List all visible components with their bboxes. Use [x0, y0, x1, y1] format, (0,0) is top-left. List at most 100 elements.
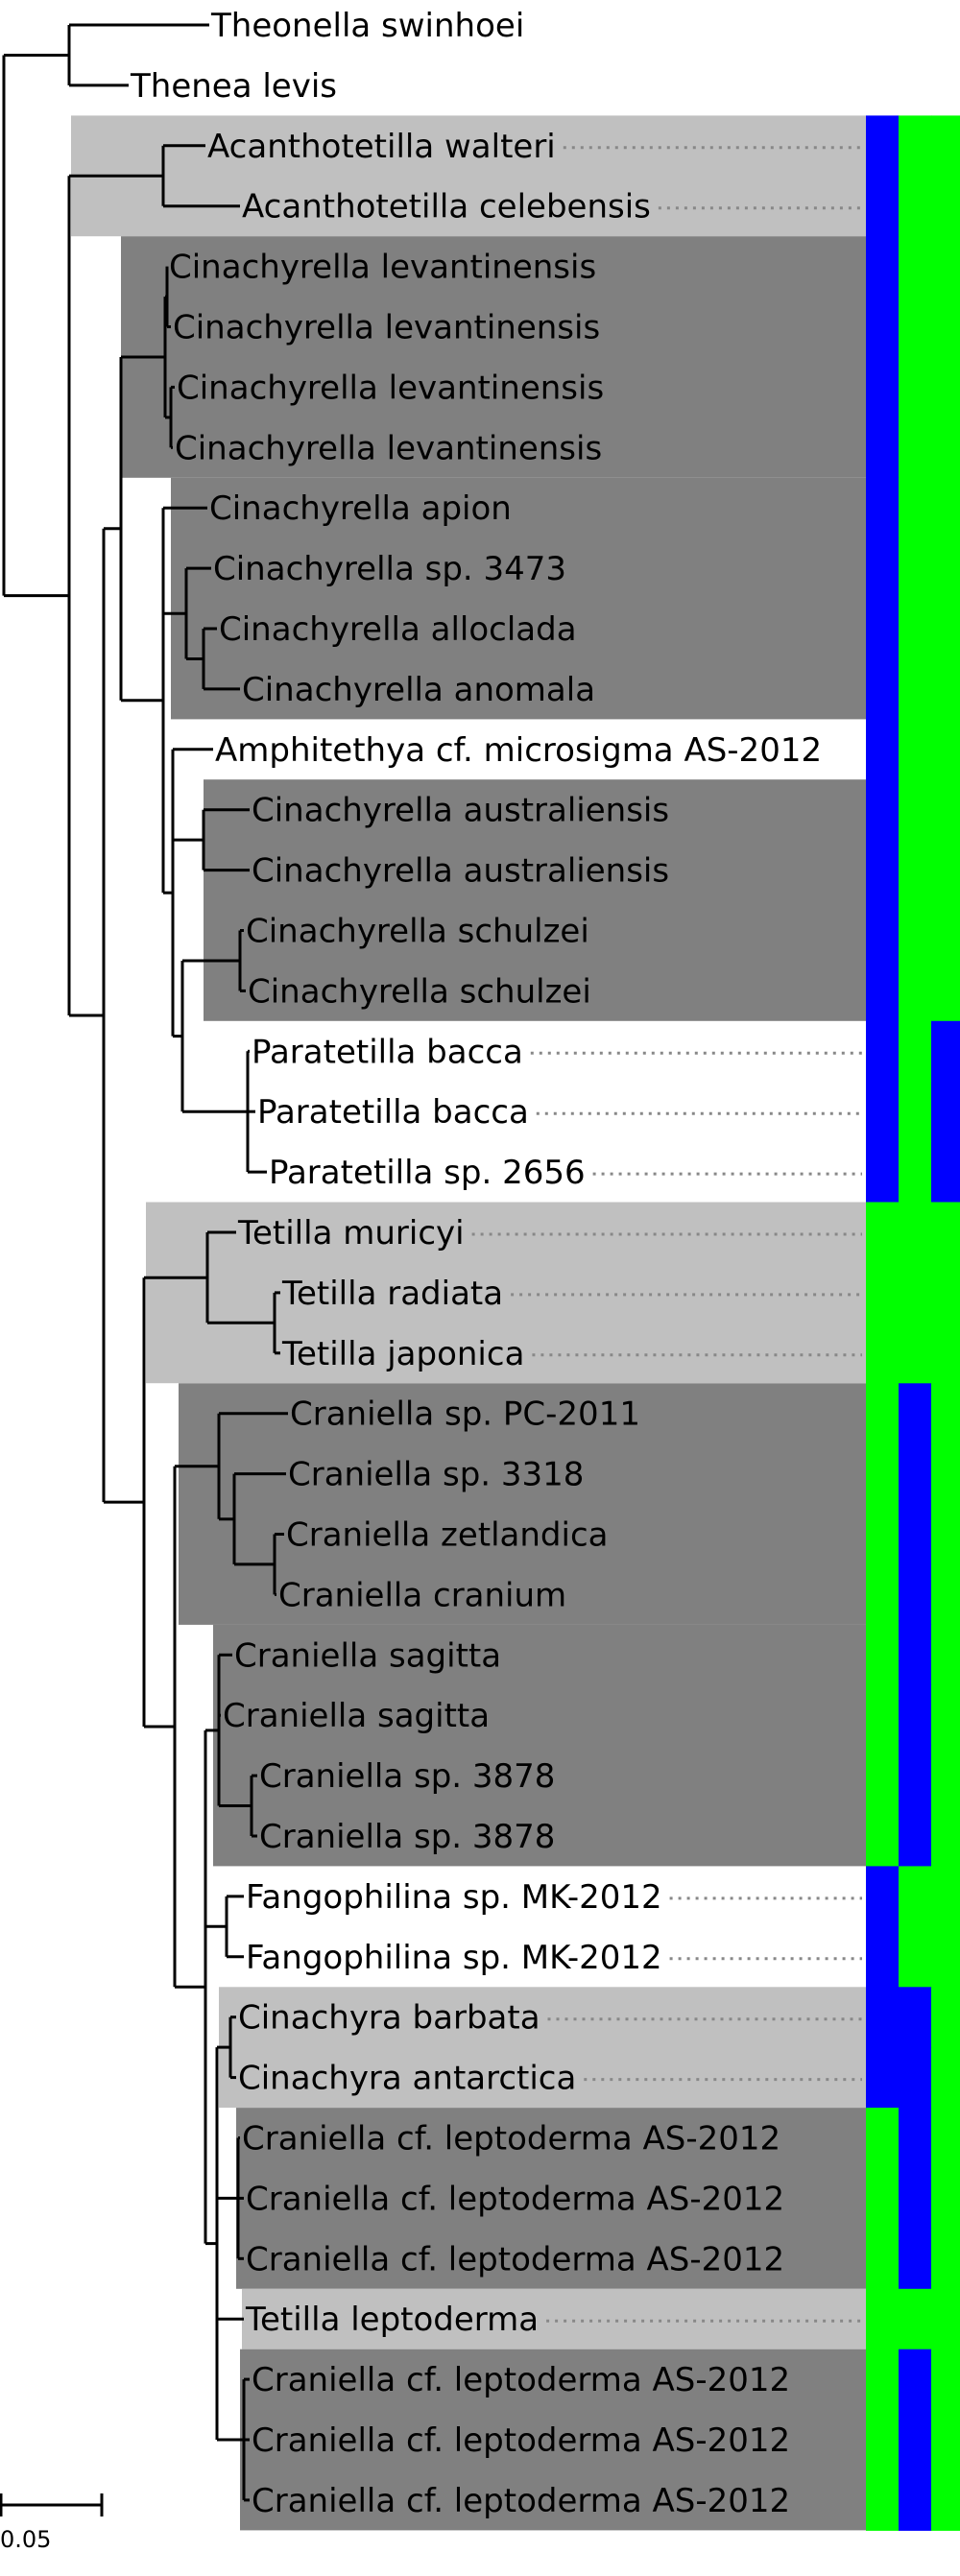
clade-band [219, 1987, 866, 2109]
trait-cell [931, 356, 960, 418]
clade-band [242, 2288, 866, 2349]
trait-cell [866, 1141, 900, 1203]
trait-cell [866, 1987, 900, 2048]
leaf-label: Cinachyrella levantinensis [169, 249, 596, 287]
trait-cell [866, 1323, 900, 1384]
leaf-label: Craniella sagitta [234, 1636, 501, 1675]
trait-cell [931, 176, 960, 237]
trait-cell [899, 1987, 932, 2048]
trait-cell [866, 1262, 900, 1324]
trait-cell [931, 1443, 960, 1505]
trait-cell [866, 297, 900, 358]
trait-cell [899, 2469, 932, 2531]
leaf-label: Craniella sp. 3878 [259, 1757, 555, 1796]
trait-cell [899, 477, 932, 539]
leaf-label: Craniella sp. PC-2011 [290, 1395, 640, 1434]
trait-cell [931, 1323, 960, 1384]
trait-cell [899, 176, 932, 237]
trait-cell [899, 2047, 932, 2109]
leaf-label: Paratetilla bacca [252, 1033, 523, 1071]
trait-cell [866, 1926, 900, 1988]
trait-cell [931, 900, 960, 962]
leaf-label: Acanthotetilla walteri [207, 128, 556, 166]
trait-cell [931, 2047, 960, 2109]
trait-cell [866, 1684, 900, 1747]
scale-bar-label: 0.05 [0, 2526, 51, 2553]
trait-cell [931, 1684, 960, 1747]
trait-cell [931, 779, 960, 841]
trait-cell [866, 2288, 900, 2350]
leaf-label: Cinachyra antarctica [238, 2060, 576, 2098]
trait-cell [931, 1020, 960, 1083]
clade-band [204, 779, 866, 1021]
leaf-label: Cinachyrella levantinensis [175, 429, 602, 467]
trait-cell [866, 900, 900, 962]
trait-cell [866, 1443, 900, 1505]
trait-cell [866, 2108, 900, 2169]
trait-cell [931, 840, 960, 901]
scale-bar: 0.05 [0, 2493, 104, 2553]
trait-cell [931, 1926, 960, 1988]
trait-cell [899, 2168, 932, 2230]
trait-cell [866, 2469, 900, 2531]
trait-cell [866, 537, 900, 599]
trait-cell [899, 1202, 932, 1263]
leaf-label: Craniella cf. leptoderma AS-2012 [246, 2180, 784, 2218]
trait-cell [899, 417, 932, 479]
trait-cell [931, 2228, 960, 2290]
leaf-label: Craniella cf. leptoderma AS-2012 [252, 2421, 790, 2460]
leaf-label: Craniella cranium [278, 1576, 566, 1614]
leaf-label: Craniella cf. leptoderma AS-2012 [242, 2120, 780, 2159]
trait-cell [866, 477, 900, 539]
trait-cell [866, 417, 900, 479]
leaf-label: Theonella swinhoei [210, 7, 524, 45]
trait-cell [931, 1202, 960, 1263]
trait-cell [866, 1202, 900, 1263]
leaf-label: Craniella cf. leptoderma AS-2012 [252, 2482, 790, 2520]
trait-cell [931, 1504, 960, 1565]
trait-cell [899, 2409, 932, 2470]
leaf-label: Tetilla radiata [281, 1275, 503, 1313]
clade-band [121, 236, 866, 478]
trait-cell [931, 477, 960, 539]
trait-cell [931, 1563, 960, 1626]
leaf-label: Cinachyrella australiensis [252, 792, 669, 830]
leaf-label: Craniella sp. 3878 [259, 1818, 555, 1856]
trait-cell [899, 356, 932, 418]
tree-branches [2, 23, 288, 2502]
trait-cell [866, 2047, 900, 2109]
trait-cell [931, 1866, 960, 1927]
trait-cell [866, 115, 900, 177]
leaf-label: Tetilla japonica [281, 1335, 524, 1373]
trait-matrix [866, 115, 960, 2531]
trait-cell [899, 1323, 932, 1384]
trait-cell [899, 840, 932, 901]
trait-cell [899, 297, 932, 358]
trait-cell [931, 2349, 960, 2411]
trait-cell [931, 2288, 960, 2350]
trait-cell [931, 236, 960, 298]
trait-cell [866, 1563, 900, 1626]
leaf-label: Craniella cf. leptoderma AS-2012 [246, 2240, 784, 2278]
leaf-label: Fangophilina sp. MK-2012 [246, 1939, 662, 1977]
trait-cell [899, 1684, 932, 1747]
trait-cell [931, 115, 960, 177]
clade-band [179, 1383, 866, 1625]
clade-band [71, 115, 866, 237]
trait-cell [899, 1443, 932, 1505]
trait-cell [866, 779, 900, 841]
clade-band [240, 2349, 866, 2531]
clade-backgrounds [71, 115, 866, 2531]
trait-cell [931, 2469, 960, 2531]
trait-cell [899, 1081, 932, 1143]
trait-cell [866, 1805, 900, 1867]
trait-cell [931, 1262, 960, 1324]
trait-cell [899, 1020, 932, 1083]
trait-cell [866, 598, 900, 659]
leaf-label: Cinachyrella apion [209, 489, 512, 528]
trait-cell [866, 1745, 900, 1806]
leaf-label: Cinachyrella anomala [242, 671, 595, 709]
trait-cell [931, 537, 960, 599]
leaf-label: Fangophilina sp. MK-2012 [246, 1878, 662, 1917]
trait-cell [899, 1866, 932, 1927]
